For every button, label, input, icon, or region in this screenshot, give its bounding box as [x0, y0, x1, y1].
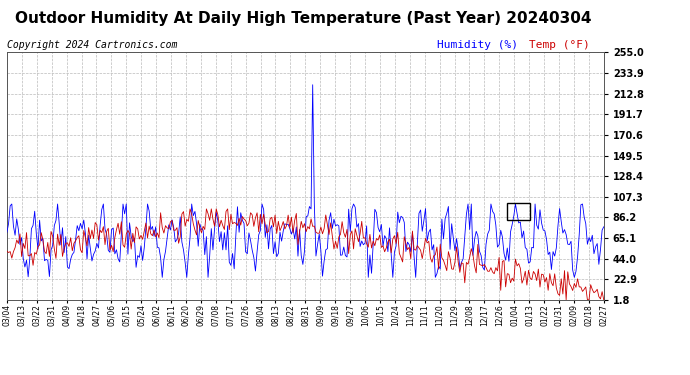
- Text: Humidity (%): Humidity (%): [437, 40, 518, 50]
- Text: Temp (°F): Temp (°F): [529, 40, 590, 50]
- Text: Outdoor Humidity At Daily High Temperature (Past Year) 20240304: Outdoor Humidity At Daily High Temperatu…: [15, 11, 592, 26]
- Text: Copyright 2024 Cartronics.com: Copyright 2024 Cartronics.com: [7, 40, 177, 50]
- Bar: [507, 203, 530, 220]
